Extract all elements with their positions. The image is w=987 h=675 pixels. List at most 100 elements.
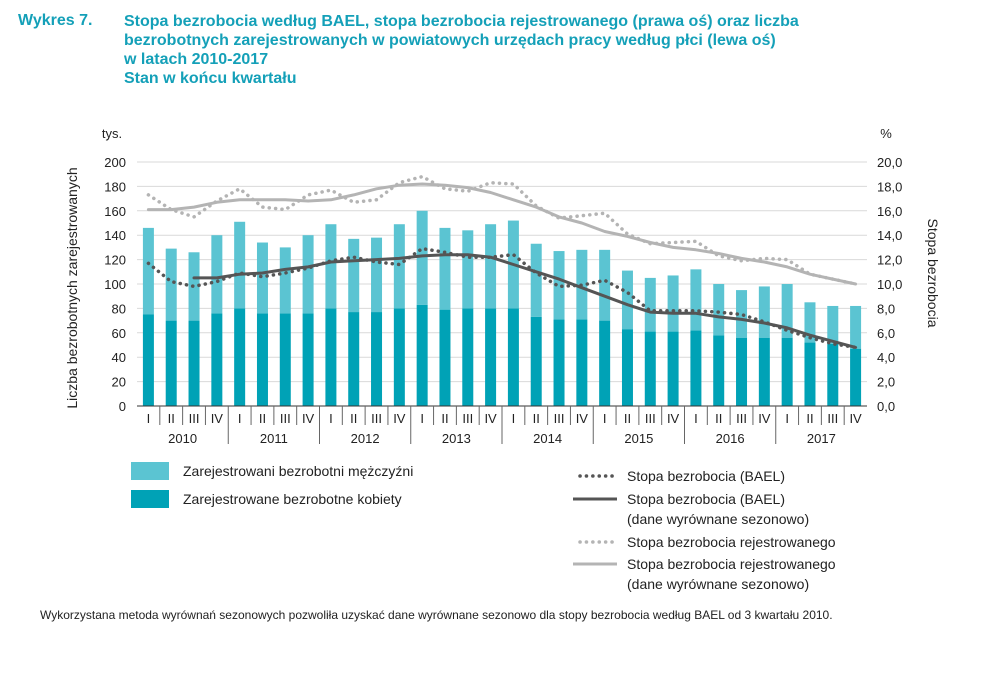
bar-men: [234, 221, 246, 309]
bar-men: [713, 284, 725, 336]
line-registered-sa: [146, 182, 858, 286]
left-tick-label: 20: [112, 375, 126, 390]
bar-women: [302, 313, 314, 406]
quarter-label: II: [168, 411, 175, 426]
left-tick-label: 160: [104, 204, 126, 219]
year-label: 2012: [351, 431, 380, 446]
bar-women: [644, 331, 656, 406]
year-label: 2011: [260, 431, 288, 446]
bar-women: [348, 312, 360, 406]
right-tick-label: 6,0: [877, 326, 895, 341]
bar-women: [576, 319, 588, 406]
title-line-4: Stan w końcu kwartału: [124, 70, 297, 87]
bar-men: [827, 305, 839, 344]
left-tick-label: 140: [104, 228, 126, 243]
quarter-label: III: [280, 411, 291, 426]
right-tick-label: 16,0: [877, 204, 902, 219]
legend: Zarejestrowani bezrobotni mężczyźni Zarej…: [131, 462, 836, 592]
quarter-label: IV: [667, 411, 680, 426]
bar-men: [644, 277, 656, 332]
quarter-label: III: [462, 411, 473, 426]
bar-women: [804, 342, 816, 406]
bar-men: [279, 247, 291, 314]
right-tick-label: 8,0: [877, 301, 895, 316]
year-label: 2013: [442, 431, 471, 446]
bar-women: [393, 308, 405, 406]
quarter-label: IV: [393, 411, 406, 426]
bar-men: [165, 248, 177, 321]
quarter-label: II: [350, 411, 357, 426]
year-label: 2010: [168, 431, 197, 446]
bar-women: [325, 308, 337, 406]
bar-men: [348, 238, 360, 313]
bar-men: [690, 269, 702, 331]
bar-men: [302, 235, 314, 314]
left-axis-unit: tys.: [102, 126, 122, 141]
bar-women: [667, 331, 679, 406]
bar-men: [485, 224, 497, 309]
quarter-label: III: [827, 411, 838, 426]
right-tick-label: 2,0: [877, 375, 895, 390]
bar-men: [850, 305, 862, 349]
year-label: 2015: [624, 431, 653, 446]
year-label: 2014: [533, 431, 562, 446]
bar-men: [736, 290, 748, 338]
bar-women: [142, 314, 154, 406]
axes: 0 20 40 60 80 100 120 140 160 180 200 0,0 2,0 4,0 6,0 8…: [64, 126, 941, 446]
legend-label-men: Zarejestrowani bezrobotni mężczyźni: [183, 463, 413, 479]
bar-women: [416, 304, 428, 406]
left-tick-label: 100: [104, 277, 126, 292]
quarter-label: II: [624, 411, 631, 426]
bar-women: [599, 320, 611, 406]
bar-women: [850, 348, 862, 406]
bar-women: [553, 319, 565, 406]
bar-women: [462, 308, 474, 406]
year-label: 2017: [807, 431, 836, 446]
left-axis-title: Liczba bezrobotnych zarejestrowanych: [64, 167, 80, 408]
right-tick-label: 18,0: [877, 179, 902, 194]
bars: [142, 210, 862, 406]
right-tick-label: 12,0: [877, 253, 902, 268]
bar-women: [781, 337, 793, 406]
bar-women: [234, 308, 246, 406]
bar-women: [690, 330, 702, 406]
bar-women: [165, 320, 177, 406]
quarter-label: II: [715, 411, 722, 426]
bar-men: [553, 251, 565, 320]
bar-men: [211, 235, 223, 314]
bar-women: [713, 335, 725, 406]
bar-men: [621, 270, 633, 330]
quarter-label: II: [806, 411, 813, 426]
bar-women: [485, 308, 497, 406]
left-tick-label: 120: [104, 253, 126, 268]
title-line-3: w latach 2010-2017: [124, 51, 269, 68]
bar-women: [507, 308, 519, 406]
legend-label-bael-sa: Stopa bezrobocia (BAEL): [627, 491, 785, 507]
quarter-label: I: [785, 411, 789, 426]
quarter-label: I: [512, 411, 516, 426]
bar-men: [371, 237, 383, 313]
left-tick-label: 80: [112, 301, 126, 316]
title-line-1: Stopa bezrobocia według BAEL, stopa bezr…: [124, 13, 799, 30]
legend-swatch-men: [131, 462, 169, 480]
right-tick-label: 4,0: [877, 350, 895, 365]
bar-women: [530, 316, 542, 406]
bar-women: [188, 320, 200, 406]
quarter-label: IV: [849, 411, 862, 426]
left-tick-label: 40: [112, 350, 126, 365]
left-tick-label: 60: [112, 326, 126, 341]
quarter-label: III: [189, 411, 200, 426]
legend-label-bael-sa-2: (dane wyrównane sezonowo): [627, 511, 809, 527]
right-tick-label: 14,0: [877, 228, 902, 243]
figure-label: Wykres 7.: [18, 12, 93, 29]
series-lines: [146, 174, 858, 350]
bar-men: [530, 243, 542, 317]
bar-women: [621, 329, 633, 406]
legend-swatch-women: [131, 490, 169, 508]
legend-label-registered: Stopa bezrobocia rejestrowanego: [627, 534, 836, 550]
bar-men: [462, 230, 474, 309]
quarter-label: I: [420, 411, 424, 426]
year-label: 2016: [716, 431, 745, 446]
line-bael: [146, 246, 858, 350]
bar-men: [325, 224, 337, 309]
